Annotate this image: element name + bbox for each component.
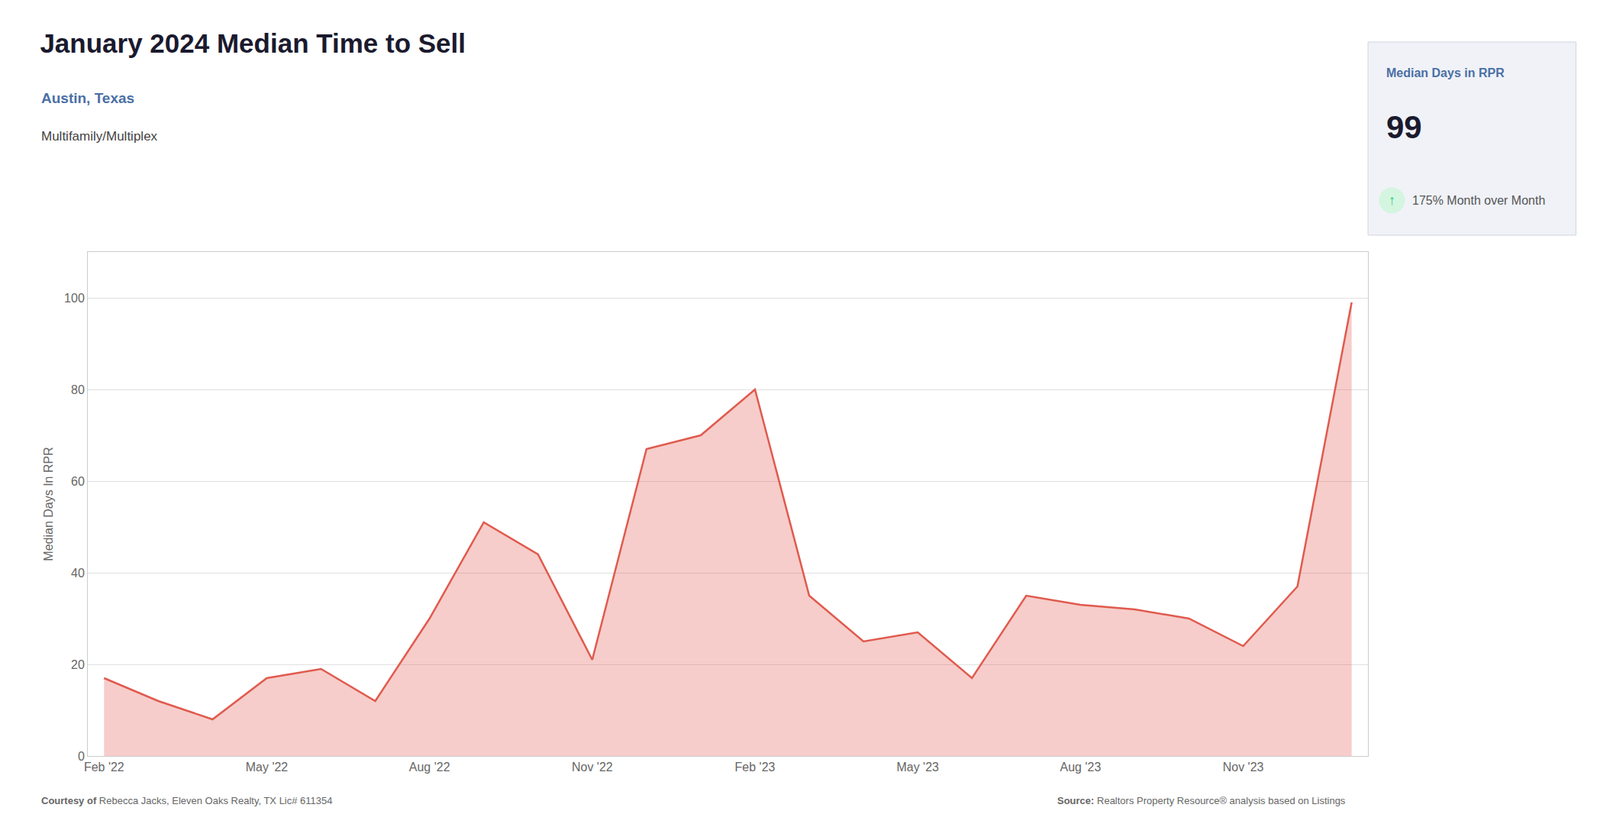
svg-text:Median Days In RPR: Median Days In RPR [41, 446, 55, 561]
svg-text:Austin, Texas: Austin, Texas [41, 90, 135, 107]
svg-text:Source: Realtors Property Reso: Source: Realtors Property Resource® anal… [1057, 794, 1346, 807]
svg-text:Feb '22: Feb '22 [83, 760, 125, 774]
svg-text:Multifamily/Multiplex: Multifamily/Multiplex [41, 129, 159, 144]
svg-text:January 2024 Median Time to Se: January 2024 Median Time to Sell [39, 28, 466, 59]
svg-text:Aug '22: Aug '22 [409, 760, 451, 774]
svg-text:Courtesy of Rebecca Jacks, Ele: Courtesy of Rebecca Jacks, Eleven Oaks R… [41, 794, 333, 807]
svg-text:May '23: May '23 [896, 760, 939, 774]
svg-text:175% Month over Month: 175% Month over Month [1412, 193, 1546, 207]
svg-text:May '22: May '22 [245, 760, 289, 774]
svg-text:Aug '23: Aug '23 [1060, 760, 1102, 774]
svg-text:Nov '22: Nov '22 [571, 760, 613, 774]
svg-text:60: 60 [70, 474, 85, 488]
svg-text:↑: ↑ [1388, 192, 1396, 208]
svg-text:99: 99 [1386, 109, 1423, 146]
svg-text:Feb '23: Feb '23 [735, 760, 776, 774]
svg-text:20: 20 [70, 658, 85, 671]
svg-text:40: 40 [70, 566, 85, 580]
svg-text:0: 0 [77, 749, 85, 763]
svg-text:Nov '23: Nov '23 [1222, 760, 1265, 774]
svg-text:Median Days in RPR: Median Days in RPR [1386, 66, 1505, 80]
svg-text:100: 100 [64, 291, 85, 305]
svg-text:80: 80 [70, 383, 85, 397]
